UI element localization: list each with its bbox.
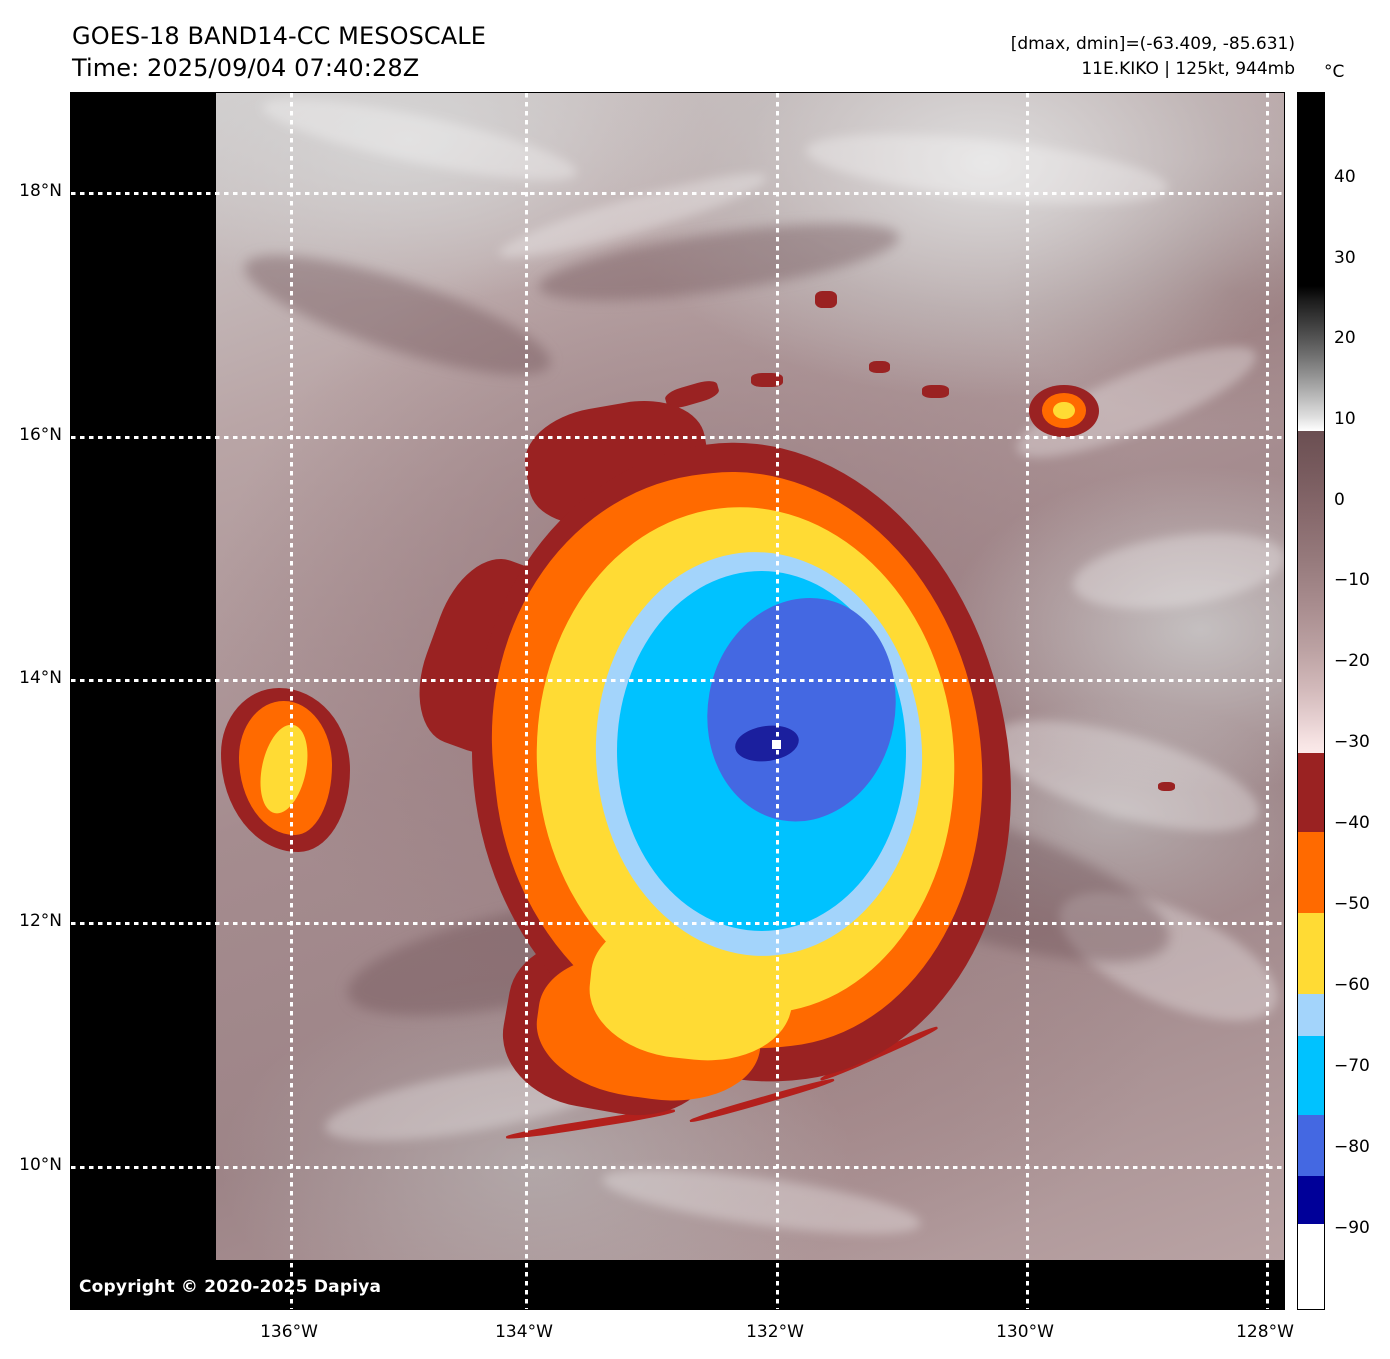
cbar-segment-brown-ramp <box>1298 431 1324 753</box>
cbar-segment-black <box>1298 93 1324 286</box>
storm-info-label: 11E.KIKO | 125kt, 944mb <box>1081 59 1295 79</box>
colorbar-tick-label: 10 <box>1334 409 1356 429</box>
colorbar-unit-label: °C <box>1324 62 1345 82</box>
x-tick-label: 128°W <box>1236 1322 1294 1342</box>
colorbar-tick-label: −40 <box>1334 813 1370 833</box>
cbar-segment-white <box>1298 1224 1324 1309</box>
y-tick-label: 18°N <box>19 181 62 201</box>
colorbar-tick-label: −10 <box>1334 570 1370 590</box>
cbar-segment-gray-ramp <box>1298 286 1324 431</box>
title-block: GOES-18 BAND14-CC MESOSCALE Time: 2025/0… <box>72 20 486 84</box>
colorbar-tick-label: −70 <box>1334 1056 1370 1076</box>
page-title: GOES-18 BAND14-CC MESOSCALE <box>72 22 487 50</box>
colorbar-tick-label: 0 <box>1334 490 1345 510</box>
west-convective-cell <box>221 688 350 852</box>
y-tick-label: 14°N <box>19 668 62 688</box>
colorbar-tick-label: 30 <box>1334 248 1356 268</box>
cbar-segment-dark-red <box>1298 753 1324 832</box>
copyright-label: Copyright © 2020-2025 Dapiya <box>79 1277 382 1297</box>
colorbar-tick-label: −60 <box>1334 975 1370 995</box>
convective-speck <box>922 384 949 398</box>
colorbar-tick-label: −80 <box>1334 1137 1370 1157</box>
colorbar[interactable] <box>1297 92 1325 1310</box>
satellite-image-area <box>216 93 1284 1260</box>
dmax-dmin-label: [dmax, dmin]=(-63.409, -85.631) <box>1010 34 1295 54</box>
cbar-segment-light-blue <box>1298 994 1324 1036</box>
northeast-convective-cell <box>1029 384 1099 438</box>
colorbar-tick-label: −20 <box>1334 651 1370 671</box>
cbar-segment-cyan <box>1298 1036 1324 1115</box>
colorbar-tick-label: −30 <box>1334 732 1370 752</box>
x-tick-label: 134°W <box>495 1322 553 1342</box>
coldest-pixel <box>772 740 781 749</box>
cbar-segment-orange <box>1298 832 1324 913</box>
convective-speck <box>1157 781 1175 791</box>
colorbar-tick-label: −50 <box>1334 894 1370 914</box>
colorbar-tick-label: 40 <box>1334 167 1356 187</box>
convective-speck <box>868 361 891 374</box>
y-tick-label: 10°N <box>19 1155 62 1175</box>
cbar-segment-navy <box>1298 1176 1324 1224</box>
cbar-segment-royal-blue <box>1298 1115 1324 1176</box>
x-tick-label: 130°W <box>996 1322 1054 1342</box>
x-tick-label: 136°W <box>260 1322 318 1342</box>
timestamp-label: Time: 2025/09/04 07:40:28Z <box>72 54 420 82</box>
x-tick-label: 132°W <box>746 1322 804 1342</box>
y-tick-label: 16°N <box>19 425 62 445</box>
metadata-block: [dmax, dmin]=(-63.409, -85.631) 11E.KIKO… <box>1011 32 1295 82</box>
y-tick-label: 12°N <box>19 911 62 931</box>
hurricane-core <box>400 389 1050 1128</box>
cell-core <box>1052 401 1076 420</box>
cbar-segment-yellow <box>1298 913 1324 994</box>
colorbar-tick-label: 20 <box>1334 328 1356 348</box>
colorbar-tick-label: −90 <box>1334 1218 1370 1238</box>
satellite-map-plot[interactable]: Copyright © 2020-2025 Dapiya <box>70 92 1285 1310</box>
convective-speck <box>815 291 837 308</box>
convective-speck <box>751 373 784 388</box>
